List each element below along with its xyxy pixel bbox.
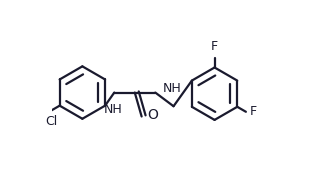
Text: NH: NH xyxy=(104,103,122,117)
Text: O: O xyxy=(147,108,158,122)
Text: Cl: Cl xyxy=(45,115,57,128)
Text: F: F xyxy=(250,105,257,118)
Text: NH: NH xyxy=(163,82,182,95)
Text: F: F xyxy=(211,40,218,54)
